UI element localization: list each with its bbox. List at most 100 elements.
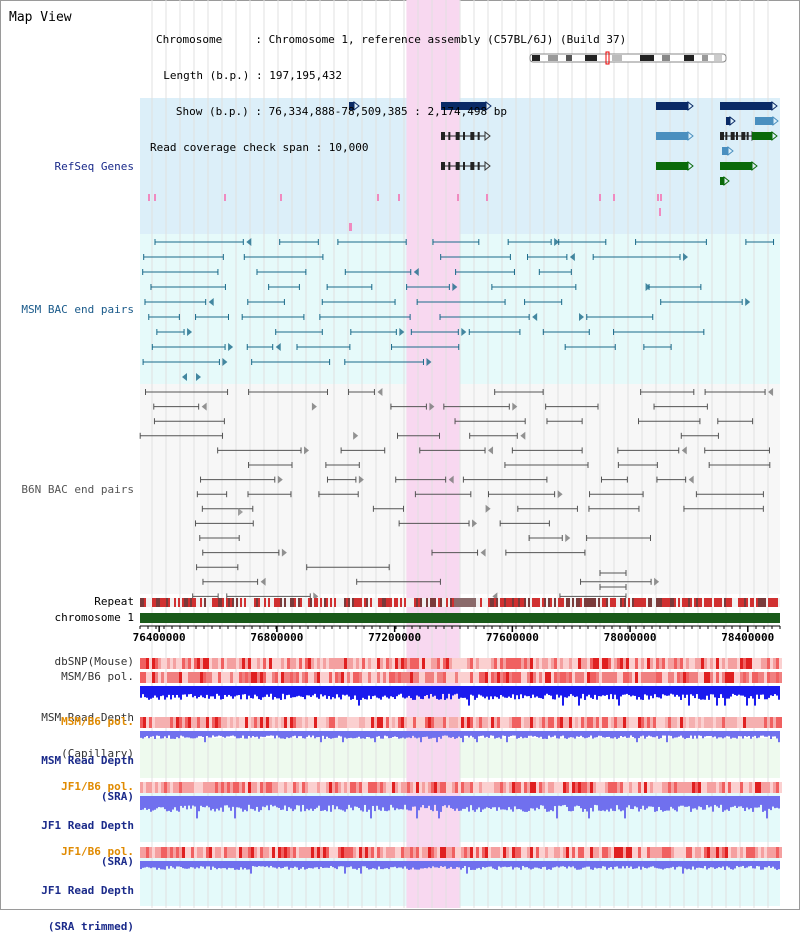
- repeat-mark: [576, 598, 578, 607]
- ideogram-outline: [529, 53, 727, 63]
- msm-depth-sra-bar: [440, 731, 442, 739]
- jf1-b6-pol-strip: [692, 782, 695, 793]
- msm-depth-capillary-bar: [322, 686, 324, 697]
- repeat-mark: [150, 598, 152, 607]
- b6n-bac-label[interactable]: B6N BAC end pairs: [21, 483, 134, 496]
- jf1-b6-pol-trim-strip: [428, 847, 431, 858]
- repeat-mark: [610, 598, 612, 607]
- refseq-genes-label[interactable]: RefSeq Genes: [54, 160, 134, 173]
- msm-depth-capillary-bar: [764, 686, 766, 700]
- jf1-depth-sra-bar: [502, 796, 504, 810]
- repeat-mark: [174, 598, 176, 607]
- jf1-depth-sra-bar: [490, 796, 492, 809]
- msm-depth-sra-bar: [620, 731, 622, 737]
- jf1-read-depth-sra-label[interactable]: JF1 Read Depth (SRA): [0, 796, 134, 880]
- dbsnp-strip: [221, 658, 224, 669]
- msm-b6-pol-strip: [317, 672, 320, 683]
- jf1-b6-pol-trim-strip: [323, 847, 326, 858]
- jf1-b6-pol-trim-strip: [701, 847, 704, 858]
- jf1-b6-pol-trim-strip: [245, 847, 248, 858]
- repeat-mark: [570, 598, 572, 607]
- msm-b6-pol-strip: [257, 672, 260, 683]
- jf1-depth-sra-bar: [160, 796, 162, 808]
- msm-depth-sra-bar: [348, 731, 350, 739]
- msm-depth-capillary-bar: [386, 686, 388, 698]
- dbsnp-strip: [299, 658, 302, 669]
- msm-b6-pol-sra-strip: [650, 717, 653, 728]
- msm-b6-pol-strip: [689, 672, 692, 683]
- repeat-mark: [140, 598, 142, 607]
- jf1-b6-pol-strip: [530, 782, 533, 793]
- msm-bac-end: [461, 328, 467, 336]
- msm-b6-pol-strip: [692, 672, 695, 683]
- msm-b6-pol-strip: [272, 672, 275, 683]
- jf1-depth-trim-bar: [524, 861, 526, 868]
- msm-read-depth-capillary-label[interactable]: MSM Read Depth (Capillary): [0, 688, 134, 772]
- msm-depth-capillary-bar: [460, 686, 462, 698]
- msm-depth-sra-bar: [498, 731, 500, 738]
- msm-depth-sra-bar: [586, 731, 588, 738]
- repeat-mark: [716, 598, 718, 607]
- msm-depth-sra-bar: [766, 731, 768, 737]
- dbsnp-strip: [686, 658, 689, 669]
- msm-b6-pol-sra-strip: [320, 717, 323, 728]
- msm-b6-pol-sra-label[interactable]: MSM/B6 pol.: [61, 715, 134, 728]
- dbsnp-strip: [728, 658, 731, 669]
- chromosome-label[interactable]: chromosome 1: [54, 611, 134, 624]
- dbsnp-strip: [587, 658, 590, 669]
- msm-depth-sra-bar: [378, 731, 380, 737]
- msm-depth-sra-bar: [140, 731, 142, 738]
- jf1-depth-sra-bar: [680, 796, 682, 806]
- msm-depth-sra-bar: [552, 731, 554, 737]
- msm-read-depth-sra-label[interactable]: MSM Read Depth (SRA): [0, 731, 134, 815]
- jf1-depth-trim-bar: [716, 861, 718, 869]
- msm-b6-pol-sra-strip: [365, 717, 368, 728]
- refseq-gene-arrow: [771, 100, 778, 112]
- jf1-depth-sra-bar: [656, 796, 658, 812]
- jf1-depth-trim-bar: [404, 861, 406, 867]
- msm-depth-capillary-bar: [604, 686, 606, 696]
- repeat-mark: [426, 598, 428, 607]
- repeat-mark: [346, 598, 348, 607]
- jf1-b6-pol-trim-strip: [200, 847, 203, 858]
- jf1-depth-trim-bar: [148, 861, 150, 868]
- msm-b6-pol-strip: [710, 672, 713, 683]
- jf1-depth-sra-bar: [322, 796, 324, 811]
- msm-depth-sra-bar: [268, 731, 270, 736]
- msm-b6-pol-strip: [668, 672, 671, 683]
- jf1-b6-pol-strip: [527, 782, 530, 793]
- repeat-mark: [626, 598, 628, 607]
- msm-depth-sra-bar: [600, 731, 602, 736]
- msm-depth-capillary-bar: [296, 686, 298, 697]
- jf1-b6-pol-trim-label[interactable]: JF1/B6 pol.: [61, 845, 134, 858]
- msm-b6-pol-strip: [170, 672, 173, 683]
- msm-b6-pol-sra-strip: [497, 717, 500, 728]
- msm-depth-sra-bar: [480, 731, 482, 736]
- jf1-b6-pol-label[interactable]: JF1/B6 pol.: [61, 780, 134, 793]
- msm-b6-pol-label[interactable]: MSM/B6 pol.: [61, 670, 134, 683]
- msm-depth-capillary-bar: [412, 686, 414, 700]
- jf1-b6-pol-strip: [584, 782, 587, 793]
- repeat-mark: [302, 598, 304, 607]
- msm-b6-pol-sra-strip: [284, 717, 287, 728]
- dbsnp-label[interactable]: dbSNP(Mouse): [54, 655, 134, 668]
- msm-b6-pol-strip: [251, 672, 254, 683]
- repeat-label[interactable]: Repeat: [94, 595, 134, 608]
- jf1-depth-sra-bar: [432, 796, 434, 812]
- jf1-depth-trim-bar: [314, 861, 316, 868]
- repeat-mark: [376, 598, 378, 607]
- jf1-read-depth-trimmed-label[interactable]: JF1 Read Depth (SRA trimmed): [0, 861, 134, 945]
- msm-b6-pol-strip: [776, 672, 779, 683]
- jf1-b6-pol-strip: [746, 782, 749, 793]
- msm-bac-label[interactable]: MSM BAC end pairs: [21, 303, 134, 316]
- msm-depth-sra-bar: [154, 731, 156, 739]
- msm-depth-capillary-bar: [358, 686, 360, 706]
- jf1-b6-pol-trim-strip: [410, 847, 413, 858]
- repeat-mark: [182, 598, 184, 607]
- msm-bac-end: [246, 238, 252, 246]
- dbsnp-strip: [584, 658, 587, 669]
- jf1-depth-trim-bar: [556, 861, 558, 867]
- msm-b6-pol-sra-strip: [536, 717, 539, 728]
- msm-b6-pol-sra-strip: [158, 717, 161, 728]
- msm-b6-pol-sra-strip: [191, 717, 194, 728]
